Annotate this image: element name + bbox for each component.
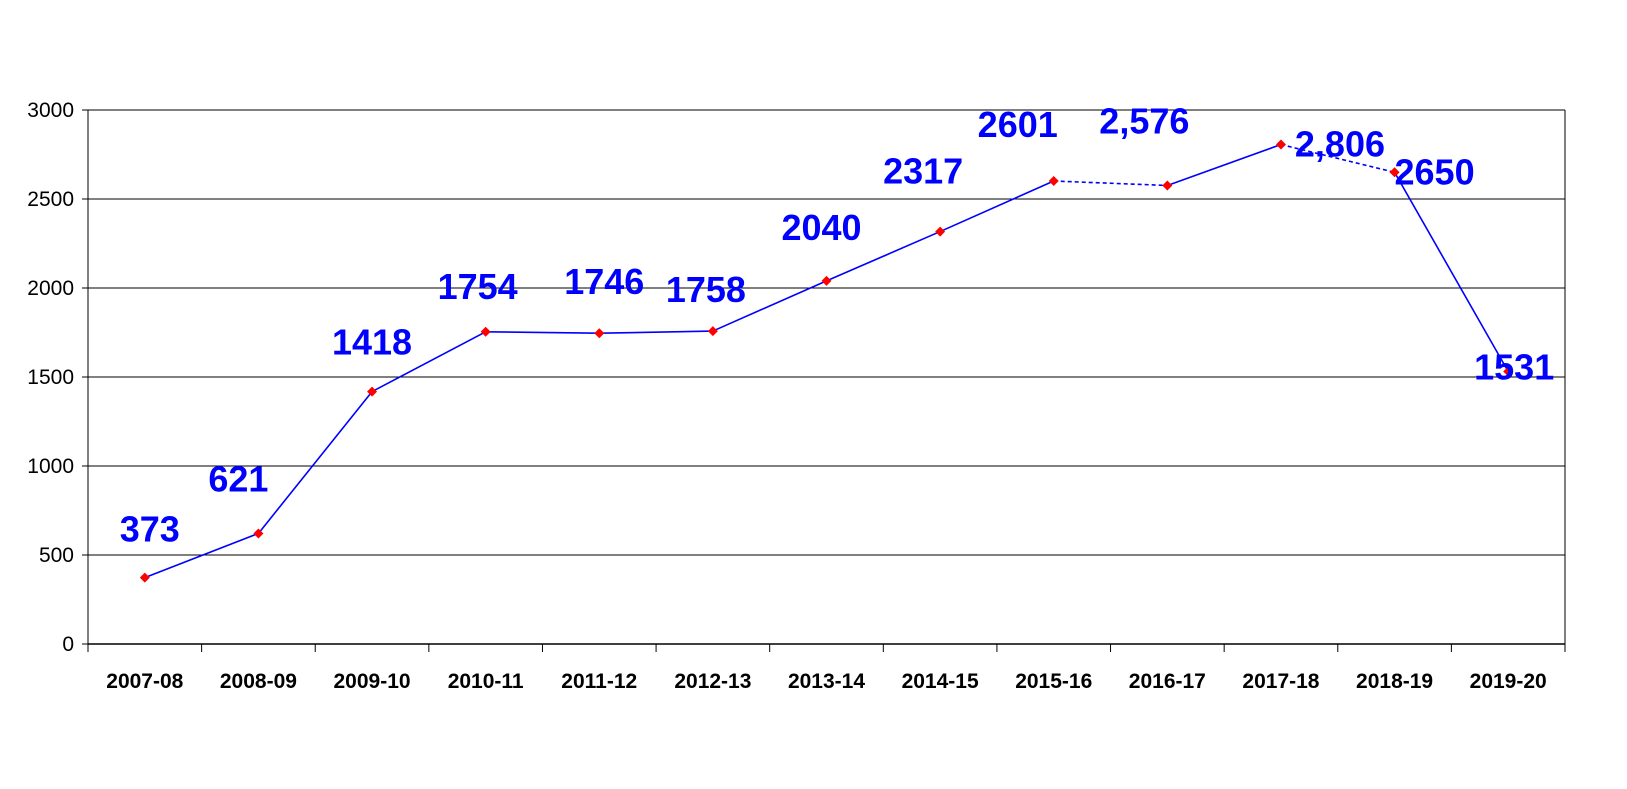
x-tick-label: 2011-12 <box>561 670 637 693</box>
data-label: 1754 <box>438 266 518 307</box>
x-tick-label: 2013-14 <box>788 670 865 693</box>
x-tick-label: 2016-17 <box>1129 670 1206 693</box>
data-label: 1758 <box>666 269 746 310</box>
series-segment <box>712 280 827 332</box>
x-tick-label: 2018-19 <box>1356 670 1433 693</box>
series-segment <box>371 331 487 393</box>
x-tick-label: 2009-10 <box>333 670 410 693</box>
data-point-marker <box>935 226 946 237</box>
data-point-marker <box>480 326 491 337</box>
data-point-marker <box>1389 167 1400 178</box>
y-tick-label: 1500 <box>27 366 74 389</box>
x-tick-label: 2019-20 <box>1470 670 1547 693</box>
data-point-marker <box>253 528 264 539</box>
series-segment <box>1167 143 1282 187</box>
x-tick-label: 2015-16 <box>1015 670 1092 693</box>
series-segment <box>1280 143 1395 174</box>
data-point-marker <box>821 275 832 286</box>
series-segment <box>826 230 941 282</box>
data-labels: 373 621 1418 1754 1746 1758 2040 2317 2601 2,576 2… <box>120 100 1554 549</box>
data-label: 2601 <box>978 104 1058 145</box>
data-label: 1746 <box>564 261 644 302</box>
data-label: 2650 <box>1395 151 1475 192</box>
series-markers <box>139 139 1514 583</box>
series-segment <box>939 180 1055 233</box>
x-tick-label: 2008-09 <box>220 670 297 693</box>
gridlines <box>88 109 1565 556</box>
series-segment <box>1053 180 1168 187</box>
data-label: 373 <box>120 509 180 550</box>
x-tick-label: 2010-11 <box>448 670 524 693</box>
y-tick-label: 3000 <box>27 99 74 122</box>
series-line <box>144 143 1509 579</box>
series-segment <box>144 532 259 579</box>
series-segment <box>257 391 373 534</box>
y-tick-label: 2500 <box>27 188 74 211</box>
data-point-marker <box>1162 180 1173 191</box>
x-tick-label: 2012-13 <box>674 670 751 693</box>
x-axis-ticks: 2007-08 2008-09 2009-10 2010-11 2011-12 2012-… <box>87 644 1566 693</box>
y-axis-ticks: 0 500 1000 1500 2000 2500 3000 <box>27 99 88 656</box>
data-point-marker <box>139 572 150 583</box>
data-label: 2040 <box>781 207 861 248</box>
data-label: 2,576 <box>1099 100 1189 141</box>
data-label: 2,806 <box>1295 124 1385 165</box>
data-point-marker <box>1275 139 1286 150</box>
y-tick-label: 2000 <box>27 277 74 300</box>
series-segment <box>1393 171 1509 372</box>
data-point-marker <box>1048 176 1059 187</box>
data-label: 621 <box>208 458 268 499</box>
data-label: 1531 <box>1474 346 1554 387</box>
data-point-marker <box>367 386 378 397</box>
x-tick-label: 2017-18 <box>1242 670 1319 693</box>
series-segment <box>485 330 600 335</box>
y-tick-label: 1000 <box>27 455 74 478</box>
data-label: 1418 <box>332 322 412 363</box>
data-label: 2317 <box>883 151 963 192</box>
x-tick-label: 2014-15 <box>902 670 979 693</box>
series-segment <box>599 330 713 335</box>
x-tick-label: 2007-08 <box>106 670 183 693</box>
data-point-marker <box>594 328 605 339</box>
data-point-marker <box>1503 366 1514 377</box>
data-point-marker <box>707 326 718 337</box>
y-tick-label: 0 <box>62 633 74 656</box>
y-tick-label: 500 <box>39 544 74 567</box>
